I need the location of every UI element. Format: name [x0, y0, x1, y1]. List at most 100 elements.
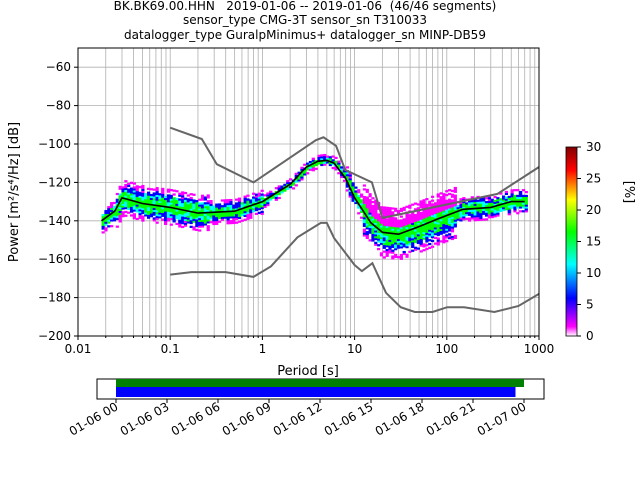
heatmap-cell	[422, 229, 426, 233]
heatmap-cell	[164, 222, 168, 225]
heatmap-cell	[377, 238, 381, 241]
heatmap-cell	[396, 225, 401, 228]
heatmap-cell	[513, 194, 517, 198]
heatmap-cell	[178, 219, 182, 222]
heatmap-cell	[186, 211, 190, 214]
heatmap-cell	[209, 207, 213, 210]
heatmap-cell	[186, 215, 190, 218]
heatmap-cell	[476, 195, 480, 199]
heatmap-cell	[377, 221, 381, 224]
heatmap-cell	[430, 222, 435, 225]
heatmap-cell	[374, 232, 378, 235]
heatmap-cell	[300, 176, 304, 179]
heatmap-cell	[504, 208, 509, 211]
heatmap-cell	[473, 203, 477, 206]
heatmap-cell	[413, 225, 418, 228]
heatmap-cell	[442, 208, 446, 211]
heatmap-cell	[203, 198, 207, 201]
heatmap-cell	[311, 157, 315, 160]
heatmap-cell	[198, 206, 202, 209]
heatmap-cell	[203, 215, 207, 218]
heatmap-cell	[359, 199, 364, 202]
heatmap-cell	[226, 208, 230, 211]
heatmap-cell	[348, 183, 352, 187]
heatmap-cell	[402, 220, 406, 223]
heatmap-cell	[394, 255, 398, 258]
heatmap-cell	[226, 220, 230, 223]
heatmap-cell	[416, 236, 420, 239]
heatmap-cell	[277, 185, 281, 188]
heatmap-cell	[385, 245, 389, 248]
heatmap-cell	[411, 232, 415, 235]
heatmap-cell	[476, 211, 480, 214]
heatmap-cell	[413, 231, 418, 234]
timeline-tick-label: 01-06 18	[373, 399, 427, 438]
heatmap-cell	[138, 199, 142, 202]
heatmap-cell	[507, 199, 511, 202]
heatmap-cell	[345, 177, 349, 181]
heatmap-cell	[516, 194, 520, 198]
heatmap-cell	[394, 253, 398, 257]
heatmap-cell	[181, 206, 185, 209]
heatmap-cell	[121, 197, 125, 201]
heatmap-cell	[175, 217, 179, 220]
heatmap-cell	[257, 204, 261, 207]
heatmap-cell	[223, 203, 227, 206]
heatmap-cell	[365, 221, 369, 224]
heatmap-cell	[181, 214, 185, 217]
heatmap-cell	[524, 202, 528, 205]
heatmap-cell	[453, 209, 457, 213]
heatmap-cell	[181, 218, 185, 221]
heatmap-cell	[385, 210, 389, 213]
heatmap-cell	[408, 204, 412, 207]
heatmap-cell	[422, 228, 426, 231]
heatmap-cell	[411, 249, 415, 252]
heatmap-cell	[445, 228, 449, 231]
heatmap-cell	[138, 186, 142, 189]
heatmap-cell	[141, 196, 145, 199]
heatmap-cell	[391, 218, 395, 222]
heatmap-cell	[385, 218, 389, 221]
heatmap-cell	[371, 201, 375, 204]
heatmap-cell	[348, 193, 352, 196]
heatmap-cell	[138, 207, 142, 210]
heatmap-cell	[181, 195, 185, 198]
heatmap-cell	[158, 202, 162, 205]
heatmap-cell	[209, 201, 213, 205]
heatmap-cell	[263, 203, 267, 207]
heatmap-cell	[422, 210, 426, 213]
heatmap-cell	[419, 236, 423, 240]
heatmap-cell	[524, 196, 528, 199]
heatmap-cell	[215, 209, 219, 212]
heatmap-cell	[183, 220, 188, 223]
heatmap-cell	[200, 213, 205, 217]
heatmap-cell	[104, 229, 108, 232]
heatmap-cell	[206, 200, 210, 203]
heatmap-cell	[186, 219, 190, 222]
heatmap-cell	[101, 221, 105, 224]
heatmap-cell	[433, 209, 438, 213]
heatmap-cell	[354, 186, 358, 189]
heatmap-cell	[129, 214, 134, 217]
heatmap-cell	[161, 208, 165, 212]
heatmap-cell	[379, 252, 384, 255]
heatmap-cell	[280, 185, 284, 188]
heatmap-cell	[442, 221, 446, 225]
heatmap-cell	[152, 196, 156, 199]
heatmap-cell	[229, 212, 233, 215]
heatmap-cell	[453, 234, 457, 238]
heatmap-cell	[183, 211, 188, 214]
heatmap-cell	[430, 195, 435, 198]
heatmap-cell	[419, 231, 423, 234]
heatmap-cell	[206, 215, 210, 218]
heatmap-cell	[391, 249, 395, 252]
heatmap-cell	[450, 205, 455, 208]
heatmap-cell	[482, 208, 486, 212]
heatmap-cell	[181, 193, 185, 196]
heatmap-cell	[391, 226, 395, 229]
heatmap-cell	[382, 219, 386, 223]
heatmap-cell	[203, 219, 207, 222]
heatmap-cell	[382, 240, 386, 244]
heatmap-cell	[112, 205, 117, 208]
heatmap-cell	[394, 248, 398, 251]
